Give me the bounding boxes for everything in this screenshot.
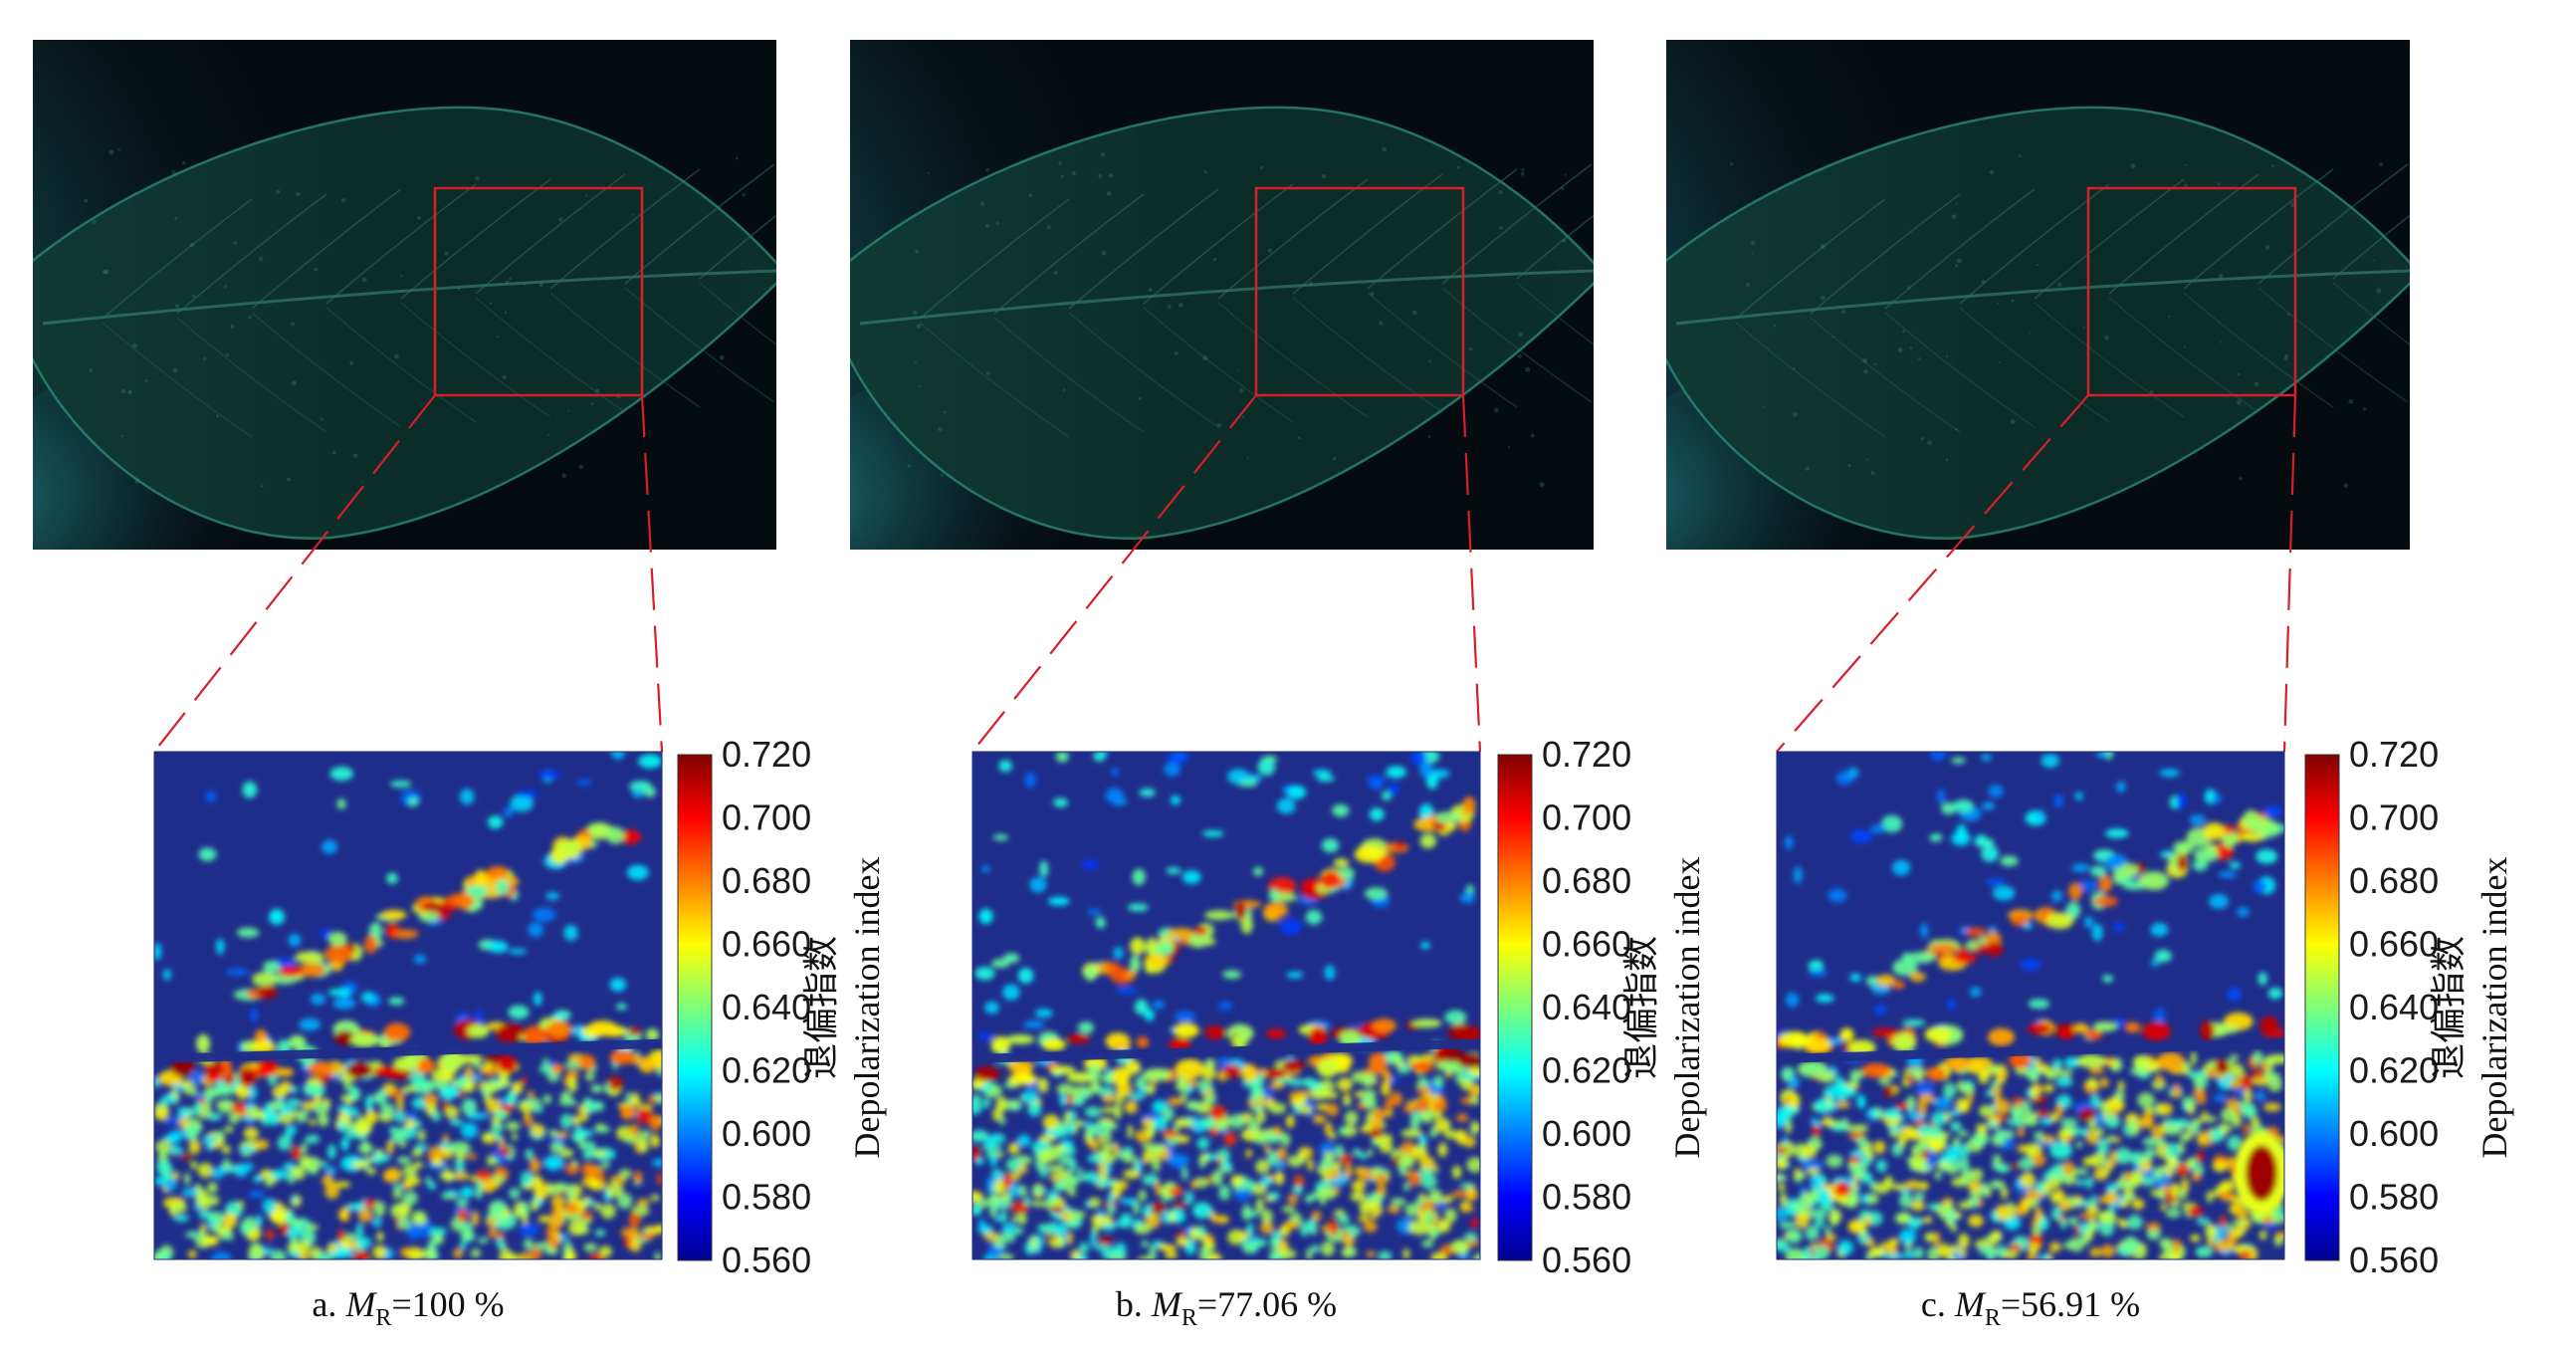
- roi-box: [1254, 186, 1465, 397]
- colorbar: 0.720 0.700 0.680 0.660 0.640 0.620 0.600 0.580…: [2304, 734, 2514, 1280]
- caption-symbol: M: [344, 1284, 377, 1324]
- colorbar-tick-label: 0.600: [2349, 1113, 2439, 1154]
- panel-caption: a. MR=100 %: [312, 1284, 504, 1331]
- panel-c: 0.720 0.700 0.680 0.660 0.640 0.620 0.600 0.580…: [1666, 40, 2514, 1331]
- colorbar-title-en: Depolarization index: [847, 857, 887, 1159]
- depolarization-heatmap: [153, 751, 663, 1260]
- depolarization-heatmap: [1776, 751, 2285, 1260]
- colorbar-title-cn: 退偏指数: [1621, 936, 1662, 1079]
- colorbar-title: 退偏指数 Depolarization index: [2429, 857, 2514, 1159]
- colorbar-title: 退偏指数 Depolarization index: [1621, 857, 1707, 1159]
- caption-subscript: R: [1181, 1305, 1197, 1331]
- colorbar-tick-label: 0.600: [1542, 1113, 1631, 1154]
- colorbar: 0.720 0.700 0.680 0.660 0.640 0.620 0.600 0.580…: [677, 734, 887, 1280]
- colorbar-tick-label: 0.700: [1542, 797, 1631, 838]
- panel-caption: c. MR=56.91 %: [1921, 1284, 2140, 1331]
- colorbar-tick-label: 0.580: [1542, 1177, 1631, 1218]
- colorbar-tick-label: 0.640: [2349, 987, 2439, 1027]
- colorbar-tick-label: 0.620: [2349, 1050, 2439, 1091]
- colorbar-tick-label: 0.580: [2349, 1177, 2439, 1218]
- colorbar-title-cn: 退偏指数: [2429, 936, 2469, 1079]
- colorbar-tick-label: 0.700: [2349, 797, 2439, 838]
- colorbar-gradient: [1497, 754, 1533, 1261]
- colorbar-gradient: [677, 754, 713, 1261]
- caption-value: =77.06 %: [1197, 1284, 1337, 1324]
- colorbar-tick-label: 0.680: [722, 860, 811, 901]
- colorbar-tick-label: 0.660: [1542, 924, 1631, 965]
- roi-box: [433, 186, 644, 397]
- panel-a: 0.720 0.700 0.680 0.660 0.640 0.620 0.600 0.580…: [33, 40, 887, 1331]
- colorbar-tick-label: 0.580: [722, 1177, 811, 1218]
- colorbar-tick-label: 0.640: [1542, 987, 1631, 1027]
- colorbar-title-cn: 退偏指数: [801, 936, 842, 1079]
- colorbar-tick-label: 0.560: [722, 1240, 811, 1280]
- panel-caption: b. MR=77.06 %: [1116, 1284, 1337, 1331]
- colorbar-title-en: Depolarization index: [1667, 857, 1707, 1159]
- zoom-line-left: [971, 394, 1257, 753]
- colorbar-tick-label: 0.680: [1542, 860, 1631, 901]
- colorbar-tick-label: 0.680: [2349, 860, 2439, 901]
- colorbar-tick-label: 0.700: [722, 797, 811, 838]
- colorbar: 0.720 0.700 0.680 0.660 0.640 0.620 0.600 0.580…: [1497, 734, 1707, 1280]
- colorbar-tick-label: 0.720: [722, 734, 811, 775]
- roi-box: [2086, 186, 2297, 397]
- colorbar-tick-label: 0.640: [722, 987, 811, 1027]
- colorbar-gradient: [2304, 754, 2340, 1261]
- caption-prefix: a.: [312, 1284, 345, 1324]
- colorbar-tick-label: 0.660: [2349, 924, 2439, 965]
- panel-b: 0.720 0.700 0.680 0.660 0.640 0.620 0.600 0.580…: [850, 40, 1707, 1331]
- zoom-line-left: [153, 394, 436, 753]
- colorbar-tick-label: 0.600: [722, 1113, 811, 1154]
- colorbar-tick-label: 0.620: [1542, 1050, 1631, 1091]
- leaf-photo: [33, 40, 776, 550]
- colorbar-tick-label: 0.620: [722, 1050, 811, 1091]
- colorbar-tick-label: 0.660: [722, 924, 811, 965]
- caption-subscript: R: [1985, 1305, 2001, 1331]
- leaf-photo: [850, 40, 1594, 550]
- caption-symbol: M: [1954, 1284, 1987, 1324]
- colorbar-tick-label: 0.720: [2349, 734, 2439, 775]
- caption-prefix: c.: [1921, 1284, 1955, 1324]
- colorbar-tick-label: 0.720: [1542, 734, 1631, 775]
- caption-value: =56.91 %: [2001, 1284, 2140, 1324]
- zoom-line-right: [640, 394, 664, 753]
- caption-prefix: b.: [1116, 1284, 1152, 1324]
- leaf-photo: [1666, 40, 2410, 550]
- zoom-line-left: [1776, 394, 2089, 753]
- caption-value: =100 %: [391, 1284, 504, 1324]
- caption-symbol: M: [1151, 1284, 1183, 1324]
- colorbar-title-en: Depolarization index: [2474, 857, 2514, 1159]
- zoom-line-right: [2282, 394, 2297, 753]
- caption-subscript: R: [375, 1305, 391, 1331]
- colorbar-title: 退偏指数 Depolarization index: [801, 857, 887, 1159]
- zoom-line-right: [1461, 394, 1482, 753]
- depolarization-heatmap: [971, 751, 1481, 1260]
- colorbar-tick-label: 0.560: [2349, 1240, 2439, 1280]
- colorbar-tick-label: 0.560: [1542, 1240, 1631, 1280]
